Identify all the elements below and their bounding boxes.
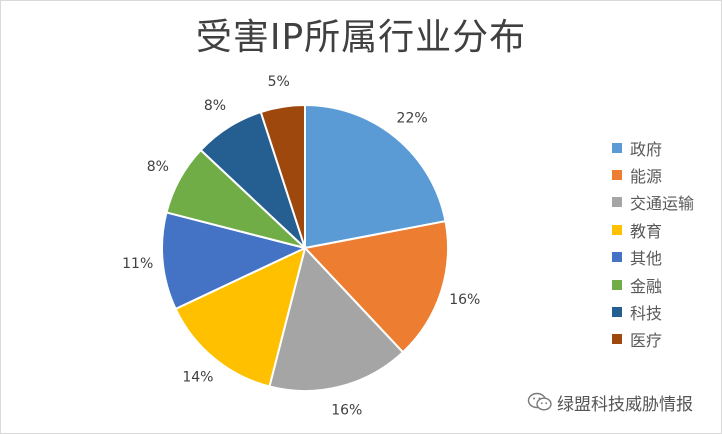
- data-label-教育: 14%: [182, 369, 213, 385]
- legend-swatch: [612, 142, 622, 153]
- legend-label: 交通运输: [630, 194, 695, 214]
- data-label-其他: 11%: [122, 256, 153, 272]
- legend-label: 其他: [630, 249, 663, 269]
- legend-swatch: [612, 170, 622, 181]
- legend-item-其他: 其他: [612, 244, 694, 271]
- legend-item-医疗: 医疗: [612, 326, 694, 353]
- wechat-icon: [527, 392, 552, 411]
- legend-item-科技: 科技: [612, 298, 694, 325]
- pie-slice-能源: [303, 220, 449, 354]
- data-label-医疗: 5%: [268, 74, 290, 90]
- legend-label: 能源: [630, 167, 663, 187]
- pie-slice-医疗: [259, 103, 306, 249]
- legend-swatch: [612, 279, 622, 290]
- data-label-科技: 8%: [204, 98, 226, 114]
- data-label-金融: 8%: [147, 159, 169, 175]
- legend-item-政府: 政府: [612, 134, 694, 161]
- legend-swatch: [612, 307, 622, 318]
- legend-swatch: [612, 334, 622, 345]
- legend-swatch: [612, 224, 622, 235]
- pie-slice-其他: [161, 211, 308, 311]
- legend-swatch: [612, 252, 622, 263]
- watermark: 绿盟科技威胁情报: [527, 390, 693, 415]
- chart-legend: 政府能源交通运输教育其他金融科技医疗: [612, 134, 694, 353]
- watermark-text: 绿盟科技威胁情报: [557, 394, 693, 415]
- legend-item-能源: 能源: [612, 161, 694, 188]
- legend-item-教育: 教育: [612, 216, 694, 243]
- pie-slice-交通运输: [268, 245, 405, 392]
- pie-slice-政府: [304, 103, 447, 250]
- legend-label: 教育: [630, 221, 663, 241]
- legend-item-金融: 金融: [612, 271, 694, 298]
- legend-item-交通运输: 交通运输: [612, 189, 694, 216]
- data-label-交通运输: 16%: [331, 403, 362, 419]
- chart-title: 受害IP所属行业分布: [195, 17, 527, 58]
- legend-label: 政府: [630, 139, 663, 159]
- legend-label: 科技: [630, 304, 663, 324]
- legend-label: 金融: [630, 276, 663, 296]
- legend-swatch: [612, 197, 622, 208]
- data-label-能源: 16%: [449, 292, 480, 308]
- data-label-政府: 22%: [397, 111, 428, 127]
- legend-label: 医疗: [630, 331, 663, 351]
- pie-slice-教育: [174, 246, 307, 388]
